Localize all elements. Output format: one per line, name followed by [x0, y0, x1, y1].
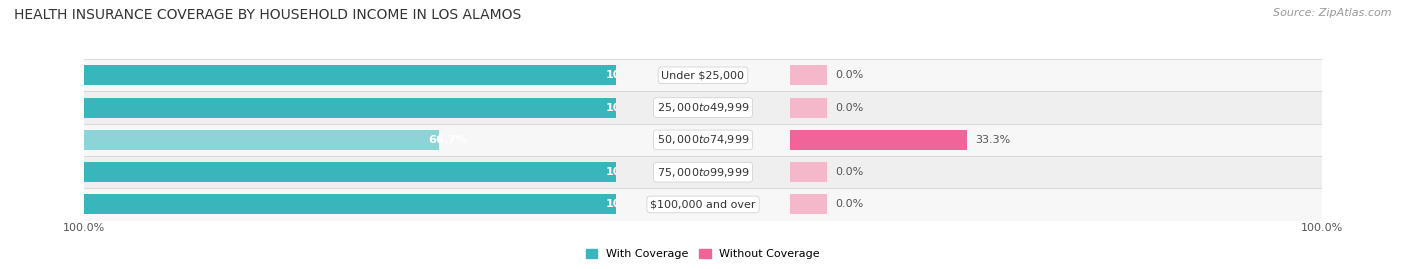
Bar: [84, 98, 616, 118]
Bar: [84, 188, 616, 221]
Bar: [84, 59, 616, 91]
Text: 0.0%: 0.0%: [835, 102, 863, 113]
Bar: [790, 130, 967, 150]
Bar: [616, 59, 790, 91]
Text: $50,000 to $74,999: $50,000 to $74,999: [657, 133, 749, 146]
Text: HEALTH INSURANCE COVERAGE BY HOUSEHOLD INCOME IN LOS ALAMOS: HEALTH INSURANCE COVERAGE BY HOUSEHOLD I…: [14, 8, 522, 22]
Bar: [84, 162, 616, 182]
Text: 0.0%: 0.0%: [835, 199, 863, 210]
Bar: [790, 98, 827, 118]
Text: 100.0%: 100.0%: [606, 167, 652, 177]
Text: Under $25,000: Under $25,000: [661, 70, 745, 80]
Text: 100.0%: 100.0%: [606, 70, 652, 80]
Text: 33.3%: 33.3%: [974, 135, 1010, 145]
Bar: [616, 156, 790, 188]
Legend: With Coverage, Without Coverage: With Coverage, Without Coverage: [582, 244, 824, 263]
Bar: [790, 91, 1322, 124]
Bar: [84, 194, 616, 214]
Bar: [790, 162, 827, 182]
Text: 100.0%: 100.0%: [606, 102, 652, 113]
Bar: [84, 124, 616, 156]
Text: $75,000 to $99,999: $75,000 to $99,999: [657, 166, 749, 179]
Bar: [790, 59, 1322, 91]
Text: $100,000 and over: $100,000 and over: [650, 199, 756, 210]
Bar: [790, 124, 1322, 156]
Text: 66.7%: 66.7%: [429, 135, 467, 145]
Bar: [616, 91, 790, 124]
Text: 100.0%: 100.0%: [606, 199, 652, 210]
Bar: [790, 188, 1322, 221]
Bar: [616, 188, 790, 221]
Text: 0.0%: 0.0%: [835, 167, 863, 177]
Text: Source: ZipAtlas.com: Source: ZipAtlas.com: [1274, 8, 1392, 18]
Text: $25,000 to $49,999: $25,000 to $49,999: [657, 101, 749, 114]
Bar: [790, 194, 827, 214]
Bar: [790, 156, 1322, 188]
Text: 0.0%: 0.0%: [835, 70, 863, 80]
Bar: [84, 156, 616, 188]
Bar: [84, 130, 439, 150]
Bar: [790, 65, 827, 85]
Bar: [616, 124, 790, 156]
Bar: [84, 65, 616, 85]
Bar: [84, 91, 616, 124]
